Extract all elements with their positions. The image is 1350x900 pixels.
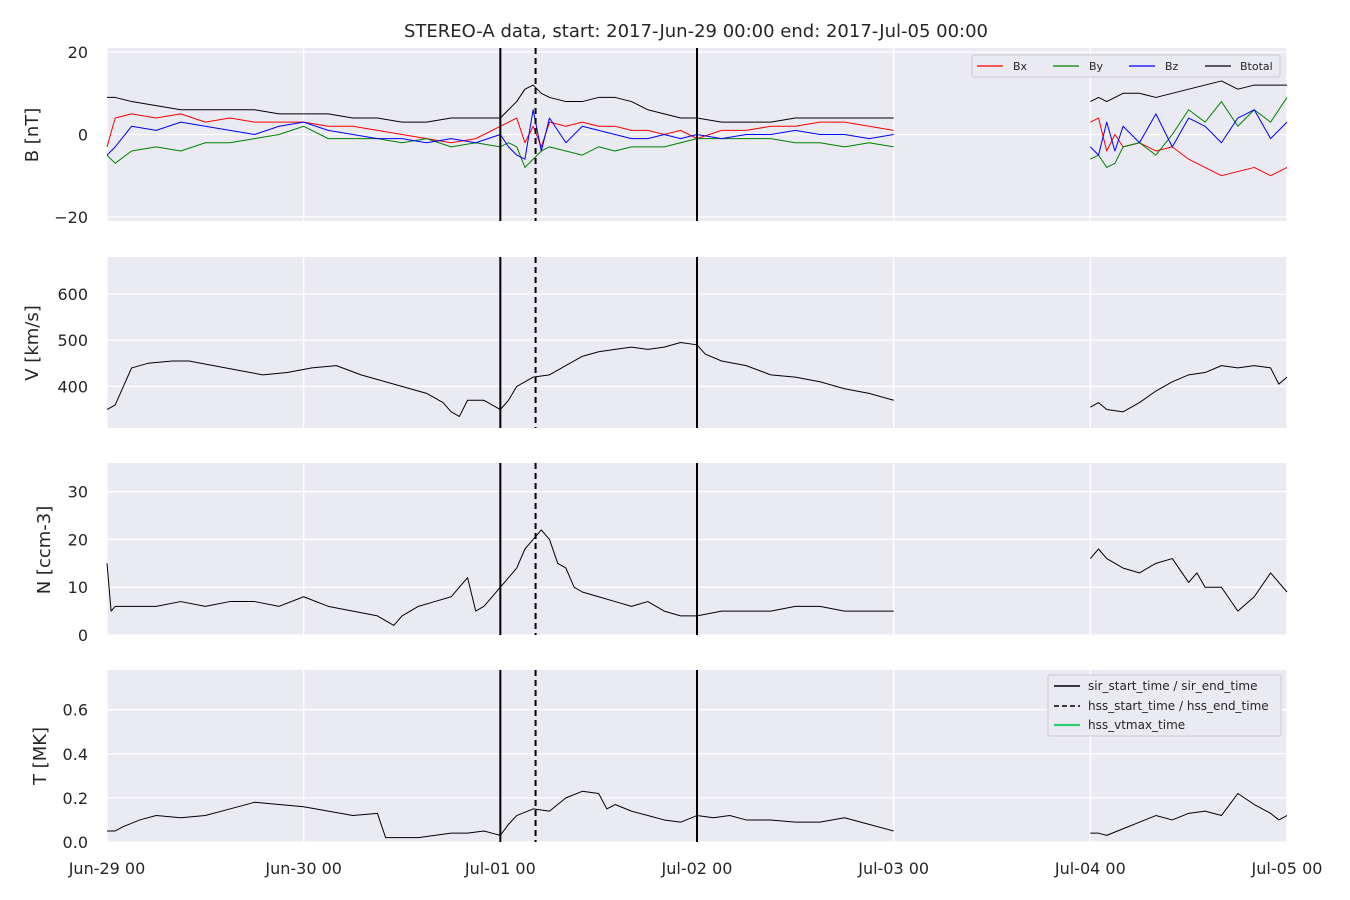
series-by-line <box>106 125 894 168</box>
panel-v: 400 500 600 V [km/s] <box>22 257 1288 428</box>
legend-bz-label: Bz <box>1165 60 1179 73</box>
y-tick-label: 0.6 <box>63 701 88 720</box>
x-tick-label: Jul-01 00 <box>464 859 536 878</box>
legend-hss-label: hss_start_time / hss_end_time <box>1088 699 1269 713</box>
legend-by-label: By <box>1089 60 1104 73</box>
x-tick-label: Jul-04 00 <box>1054 859 1126 878</box>
y-tick-label: 10 <box>68 578 88 597</box>
n-ylabel: N [ccm-3] <box>34 506 55 595</box>
y-tick-label: 0.4 <box>63 745 88 764</box>
panel-n: 0 10 20 30 N [ccm-3] <box>34 463 1288 645</box>
b-ylabel: B [nT] <box>22 108 43 163</box>
y-tick-label: 400 <box>57 377 88 396</box>
panel-b: −20 0 20 B [nT] Bx By Bz Btotal <box>22 43 1288 227</box>
series-v-line <box>106 342 894 417</box>
y-tick-label: 0 <box>78 126 88 145</box>
t-ylabel: T [MK] <box>30 727 51 786</box>
y-tick-label: 600 <box>57 285 88 304</box>
series-bz-line <box>106 109 894 160</box>
y-tick-label: 30 <box>68 483 88 502</box>
series-v-line-after-gap <box>1090 365 1288 413</box>
x-tick-label: Jun-30 00 <box>264 859 342 878</box>
y-tick-label: −20 <box>54 208 88 227</box>
y-tick-label: 0.0 <box>63 833 88 852</box>
figure-title: STEREO-A data, start: 2017-Jun-29 00:00 … <box>404 21 988 42</box>
y-tick-label: 20 <box>68 43 88 62</box>
x-axis-ticks: Jun-29 00 Jun-30 00 Jul-01 00 Jul-02 00 Jul-… <box>68 859 1323 878</box>
series-n-line-after-gap <box>1089 548 1288 612</box>
y-tick-label: 500 <box>57 331 88 350</box>
v-ylabel: V [km/s] <box>22 305 43 380</box>
legend-sir-label: sir_start_time / sir_end_time <box>1088 679 1258 693</box>
legend-btotal-label: Btotal <box>1240 60 1273 73</box>
series-by-line-after-gap <box>1090 97 1288 168</box>
series-btotal-line-after-gap <box>1090 80 1287 103</box>
panel-t: 0.0 0.2 0.4 0.6 T [MK] sir_start_time / sir… <box>30 670 1288 852</box>
legend-vtmax-label: hss_vtmax_time <box>1088 718 1185 732</box>
series-t-line <box>107 790 894 839</box>
x-tick-label: Jun-29 00 <box>68 859 146 878</box>
x-tick-label: Jul-02 00 <box>661 859 733 878</box>
x-tick-label: Jul-03 00 <box>857 859 929 878</box>
series-bx-line <box>106 113 894 148</box>
y-tick-label: 0 <box>78 626 88 645</box>
series-bz-line-after-gap <box>1089 109 1288 156</box>
event-legend: sir_start_time / sir_end_time hss_start_… <box>1047 674 1282 737</box>
y-tick-label: 20 <box>68 530 88 549</box>
series-t-line-after-gap <box>1090 792 1288 836</box>
b-legend: Bx By Bz Btotal <box>971 54 1281 78</box>
x-tick-label: Jul-05 00 <box>1251 859 1323 878</box>
y-tick-label: 0.2 <box>63 789 88 808</box>
legend-bx-label: Bx <box>1013 60 1028 73</box>
series-btotal-line <box>107 84 894 123</box>
